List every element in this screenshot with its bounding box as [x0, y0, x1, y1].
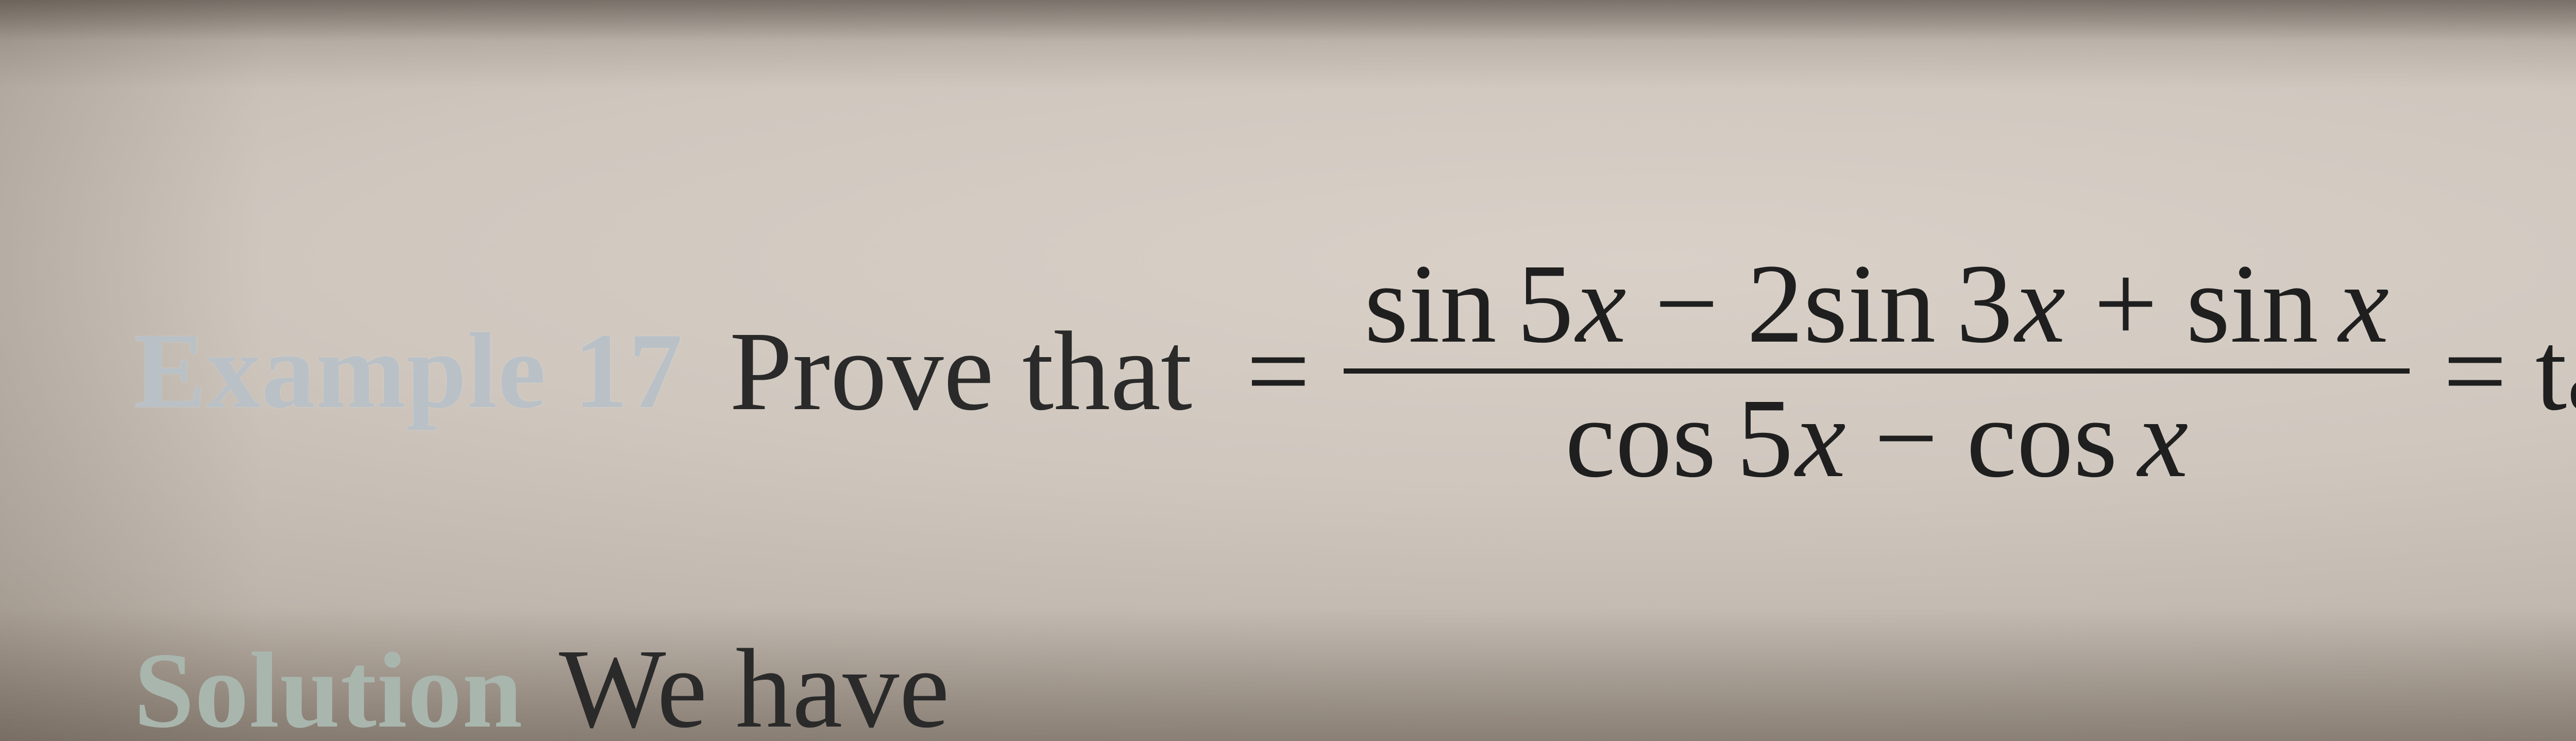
num-sin-3: sin — [2186, 241, 2318, 366]
top-shadow — [0, 0, 2576, 41]
prove-that-text: Prove that — [730, 306, 1192, 436]
den-5: 5 — [1737, 375, 1793, 501]
solution-label: Solution — [134, 629, 523, 741]
num-2: 2 — [1747, 241, 1804, 366]
den-minus: − — [1874, 375, 1938, 501]
equation: = sin5x − 2sin3x + sinx cos5x − cosx = t… — [1223, 239, 2576, 503]
num-sin-1: sin — [1364, 241, 1497, 366]
num-x-2: x — [2015, 241, 2065, 366]
equals-2: = — [2420, 306, 2530, 436]
denominator: cos5x − cosx — [1545, 374, 2209, 503]
solution-line: Solution We have — [134, 624, 950, 741]
num-plus: + — [2094, 241, 2158, 366]
num-x-1: x — [1576, 241, 1626, 366]
equals-1: = — [1223, 306, 1333, 436]
solution-body: We have — [559, 624, 950, 741]
example-line: Example 17 Prove that = sin5x − 2sin3x +… — [134, 242, 2576, 500]
den-cos-1: cos — [1565, 375, 1716, 501]
den-x-2: x — [2138, 375, 2189, 501]
den-x-1: x — [1795, 375, 1846, 501]
num-minus-1: − — [1654, 241, 1718, 366]
numerator: sin5x − 2sin3x + sinx — [1344, 239, 2410, 368]
num-x-3: x — [2338, 241, 2389, 366]
num-3: 3 — [1956, 241, 2013, 366]
den-cos-2: cos — [1967, 375, 2117, 501]
fraction: sin5x − 2sin3x + sinx cos5x − cosx — [1333, 239, 2420, 503]
num-sin-2: sin — [1804, 241, 1936, 366]
fraction-bar — [1344, 368, 2410, 374]
rhs-tan: tan — [2535, 308, 2576, 434]
rhs: tanx — [2530, 306, 2576, 436]
example-label: Example 17 — [134, 309, 683, 433]
num-5-1: 5 — [1517, 241, 1573, 366]
